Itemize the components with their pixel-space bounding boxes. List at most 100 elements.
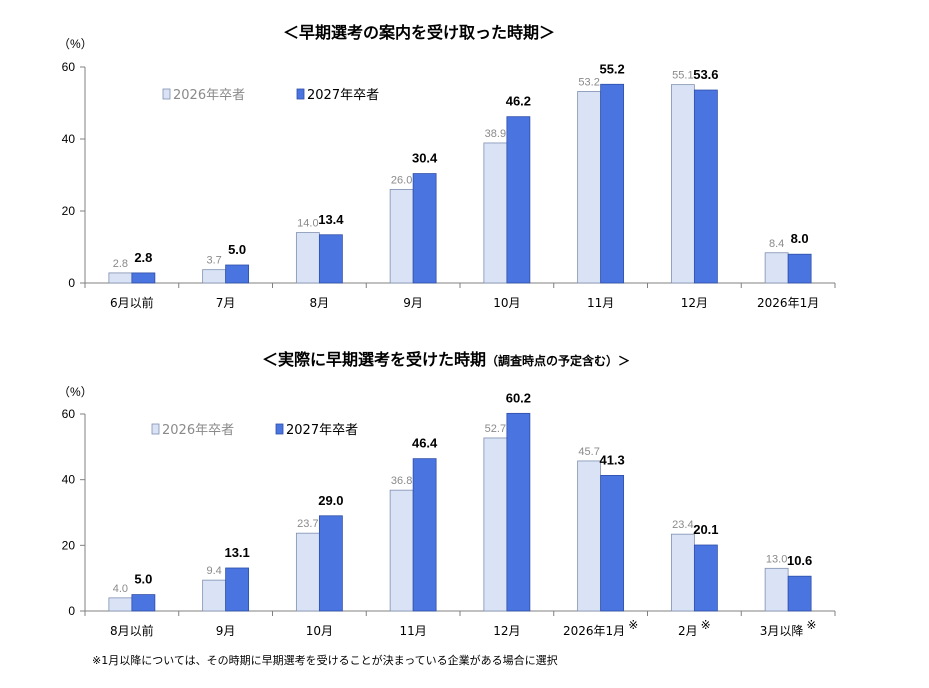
data-label-2026: 3.7 [206, 255, 221, 267]
bar-2027 [412, 173, 437, 284]
legend-swatch-2027 [296, 88, 305, 100]
data-label-2026: 55.1 [672, 70, 693, 82]
category-label: 7月 [216, 296, 236, 310]
data-label-2026: 38.9 [485, 128, 506, 140]
bar-2026 [577, 91, 602, 284]
category-label: 6月以前 [110, 295, 154, 310]
y-tick-label: 0 [68, 276, 75, 290]
bar-2027 [787, 253, 812, 284]
data-label-2027: 46.4 [412, 436, 438, 451]
y-axis-unit-label: （%） [58, 385, 93, 399]
bar-2026 [389, 489, 414, 612]
bar-2027 [506, 116, 531, 284]
category-label: 12月 [493, 624, 520, 638]
data-label-2027: 30.4 [412, 151, 438, 166]
bar-2027 [600, 83, 625, 284]
category-label: 8月 [310, 296, 330, 310]
data-label-2026: 8.4 [769, 238, 784, 250]
data-label-2027: 13.1 [224, 545, 249, 560]
bar-2027 [693, 89, 718, 284]
bar-2027 [225, 567, 250, 612]
y-tick-label: 20 [62, 538, 76, 552]
footnote-mark: ※ [701, 618, 711, 632]
data-label-2027: 2.8 [134, 250, 152, 265]
data-label-2026: 45.7 [578, 446, 599, 458]
bar-2027 [318, 234, 343, 284]
legend-swatch-2026 [151, 423, 160, 435]
category-label: 11月 [399, 624, 426, 638]
chart-subtitle: （調査時点の予定含む）＞ [486, 353, 630, 368]
bar-2026 [483, 142, 508, 284]
category-label: 9月 [403, 296, 423, 310]
data-label-2027: 5.0 [134, 572, 152, 587]
footnote: ※1月以降については、その時期に早期選考を受けることが決まっている企業がある場合… [92, 654, 558, 667]
data-label-2027: 55.2 [599, 61, 624, 76]
legend-label-2027: 2027年卒者 [286, 423, 358, 438]
chart-received-notice: ＜早期選考の案内を受け取った時期＞ （%） 0 20 40 60 2.8 2.8 6月以前 3.7… [58, 23, 836, 310]
footnote-mark: ※ [628, 618, 638, 632]
legend-swatch-2026 [162, 88, 171, 100]
bar-2026 [202, 269, 227, 284]
y-tick-label: 0 [68, 604, 75, 618]
y-tick-label: 40 [62, 132, 76, 146]
chart-title-main: ＜早期選考の案内を受け取った時期＞ [283, 23, 555, 42]
y-axis-unit-label: （%） [58, 37, 93, 51]
data-label-2026: 13.0 [766, 553, 787, 565]
bar-2027 [318, 515, 343, 612]
data-label-2027: 10.6 [787, 553, 812, 568]
data-label-2027: 46.2 [506, 94, 531, 109]
category-label: 3月以降 ※ [760, 618, 817, 638]
bar-2027 [506, 412, 531, 612]
data-label-2026: 2.8 [113, 258, 128, 270]
data-label-2027: 53.6 [693, 67, 718, 82]
bar-2026 [295, 532, 320, 612]
category-label: 10月 [306, 624, 333, 638]
data-label-2027: 8.0 [791, 231, 809, 246]
category-label: 11月 [587, 296, 614, 310]
data-label-2026: 14.0 [297, 218, 318, 230]
legend-swatch-2027 [275, 423, 284, 435]
data-label-2026: 52.7 [485, 423, 506, 435]
footnote-mark: ※ [806, 618, 816, 632]
data-label-2026: 36.8 [391, 475, 412, 487]
bar-2026 [202, 579, 227, 612]
legend-label-2027: 2027年卒者 [307, 88, 379, 103]
category-label: 10月 [493, 296, 520, 310]
category-label: 2月 ※ [678, 618, 711, 638]
category-label: 12月 [681, 296, 708, 310]
bar-2026 [764, 252, 789, 284]
bar-2026 [764, 567, 789, 612]
y-tick-label: 60 [62, 60, 76, 74]
data-label-2027: 20.1 [693, 522, 718, 537]
legend-label-2026: 2026年卒者 [173, 88, 245, 103]
y-tick-label: 20 [62, 204, 76, 218]
data-label-2027: 41.3 [599, 452, 624, 467]
data-label-2027: 29.0 [318, 493, 343, 508]
bar-2026 [295, 232, 320, 284]
data-label-2027: 13.4 [318, 212, 344, 227]
bar-2026 [577, 460, 602, 612]
bar-2027 [693, 544, 718, 612]
bar-2026 [670, 84, 695, 284]
chart-took-selection: ＜実際に早期選考を受けた時期（調査時点の予定含む）＞ （%） 0 20 40 60 4.0 5… [58, 350, 836, 638]
bar-2026 [389, 188, 414, 284]
data-label-2026: 4.0 [113, 583, 128, 595]
category-label: 2026年1月 ※ [563, 618, 638, 638]
bar-2027 [131, 594, 156, 612]
bar-2027 [600, 474, 625, 612]
data-label-2026: 23.7 [297, 518, 318, 530]
bar-2027 [787, 575, 812, 612]
category-label: 8月以前 [110, 623, 154, 638]
legend-label-2026: 2026年卒者 [162, 423, 234, 438]
bar-2026 [108, 597, 133, 612]
chart-title-main: ＜実際に早期選考を受けた時期 [262, 350, 486, 369]
bar-2026 [108, 272, 133, 284]
bar-2026 [483, 437, 508, 612]
data-label-2026: 23.4 [672, 519, 693, 531]
bar-2027 [131, 272, 156, 284]
bar-2026 [670, 533, 695, 612]
bar-2027 [225, 264, 250, 284]
data-label-2026: 26.0 [391, 174, 412, 186]
data-label-2026: 53.2 [578, 76, 599, 88]
data-label-2026: 9.4 [206, 565, 221, 577]
